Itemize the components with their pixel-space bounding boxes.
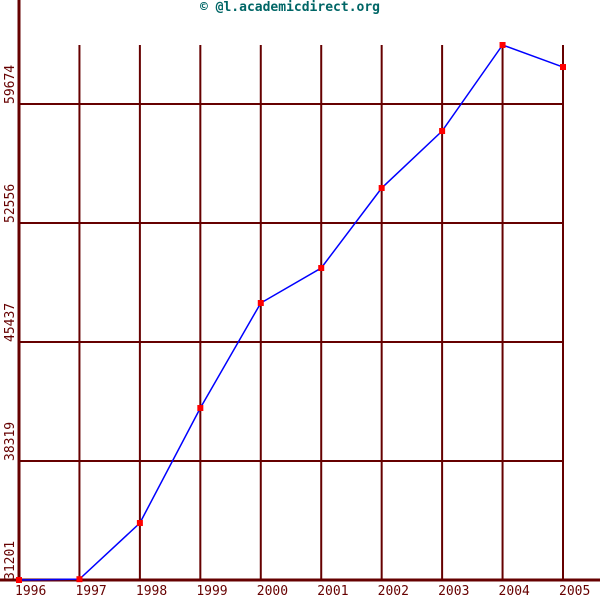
marker: [197, 405, 204, 412]
x-tick-label: 1997: [75, 584, 106, 599]
y-tick-label: 31201: [3, 541, 18, 580]
y-tick-label: 45437: [3, 303, 18, 342]
marker: [560, 64, 566, 71]
marker: [76, 576, 83, 583]
x-tick-label: 2003: [438, 584, 469, 599]
y-tick-label: 59674: [3, 65, 18, 104]
marker: [16, 577, 22, 583]
marker: [439, 128, 446, 135]
x-tick-label: 2000: [257, 584, 288, 599]
marker: [378, 185, 385, 192]
x-tick-label: 2004: [499, 584, 530, 599]
x-tick-label: 2001: [317, 584, 348, 599]
x-tick-label: 1998: [136, 584, 167, 599]
marker: [136, 520, 143, 527]
marker: [257, 300, 264, 307]
x-tick-label: 2002: [378, 584, 409, 599]
y-tick-label: 52556: [3, 184, 18, 223]
chart-title: © @l.academicdirect.org: [200, 0, 380, 15]
y-tick-label: 38319: [3, 422, 18, 461]
marker: [499, 42, 506, 48]
x-tick-label: 1999: [196, 584, 227, 599]
x-tick-label: 1996: [15, 584, 46, 599]
series-line: [18, 44, 564, 581]
x-tick-label: 2005: [559, 584, 590, 599]
marker: [318, 265, 325, 272]
